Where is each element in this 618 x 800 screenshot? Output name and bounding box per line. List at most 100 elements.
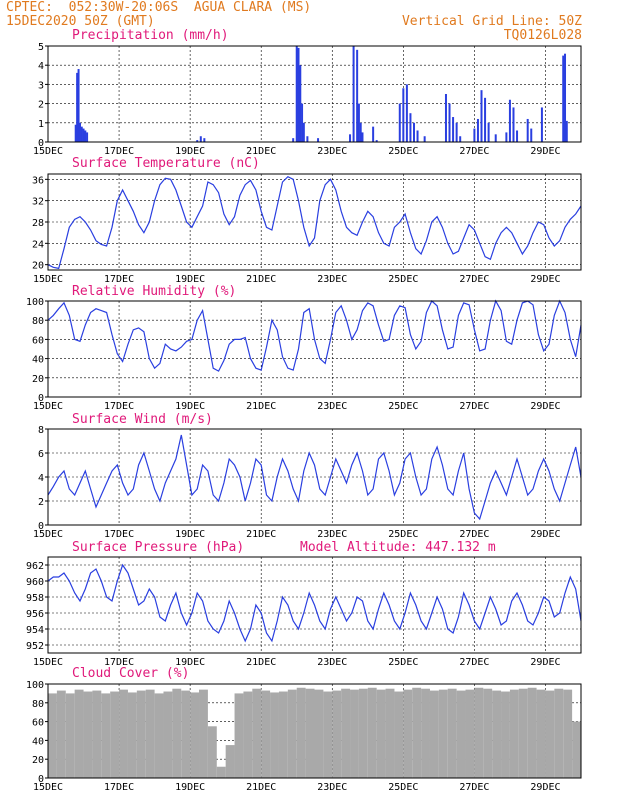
- cloud-bar: [376, 689, 386, 778]
- cloud-bar: [261, 690, 271, 778]
- cloud-bar: [234, 693, 244, 778]
- precip-bar: [352, 46, 355, 142]
- cloud-bar: [287, 689, 297, 778]
- cloud-x-tick-label: 19DEC: [175, 782, 205, 793]
- wind-x-tick-label: 21DEC: [246, 529, 276, 540]
- precip-bar: [199, 136, 202, 142]
- cloud-bar: [216, 766, 226, 778]
- precip-bar: [487, 122, 490, 142]
- cloud-bar: [509, 689, 519, 778]
- wind-x-tick-label: 17DEC: [104, 529, 134, 540]
- cloud-bar: [56, 690, 66, 778]
- wind-x-tick-label: 29DEC: [530, 529, 560, 540]
- precip-bar: [78, 122, 81, 142]
- precip-bar: [480, 90, 483, 142]
- precip-bar: [508, 99, 511, 142]
- cloud-bar: [518, 688, 528, 778]
- wind-y-tick-label: 6: [38, 449, 44, 460]
- temp-x-tick-label: 21DEC: [246, 274, 276, 285]
- precip-y-tick-label: 3: [38, 80, 44, 91]
- cloud-y-tick-label: 80: [32, 699, 44, 710]
- cloud-bar: [48, 693, 57, 778]
- cloud-bar: [83, 691, 93, 778]
- humidity-y-tick-label: 20: [32, 374, 44, 385]
- cloud-bar: [314, 689, 324, 778]
- cloud-bar: [429, 690, 439, 778]
- cloud-bar: [305, 688, 315, 778]
- temp-y-tick-label: 36: [32, 175, 44, 186]
- pressure-x-tick-label: 15DEC: [33, 657, 63, 668]
- pressure-x-tick-label: 21DEC: [246, 657, 276, 668]
- precip-bar: [455, 122, 458, 142]
- humidity-y-tick-label: 80: [32, 316, 44, 327]
- cloud-bar: [154, 693, 164, 778]
- cloud-bar: [483, 688, 493, 778]
- cloud-bar: [341, 688, 351, 778]
- humidity-x-tick-label: 15DEC: [33, 401, 63, 412]
- cloud-bar: [225, 745, 235, 778]
- precip-x-tick-label: 19DEC: [175, 146, 205, 157]
- header-grid-note: Vertical Grid Line: 50Z: [401, 14, 582, 29]
- cloud-bar: [119, 689, 128, 778]
- precip-title: Precipitation (mm/h): [72, 28, 229, 43]
- temp-y-tick-label: 24: [32, 239, 44, 250]
- cloud-bar: [554, 688, 564, 778]
- humidity-x-tick-label: 23DEC: [317, 401, 347, 412]
- precip-bar: [405, 84, 408, 142]
- cloud-x-tick-label: 21DEC: [246, 782, 276, 793]
- pressure-x-tick-label: 23DEC: [317, 657, 347, 668]
- cloud-bar: [74, 689, 84, 778]
- precip-x-tick-label: 25DEC: [388, 146, 418, 157]
- cloud-bar: [563, 689, 573, 778]
- precip-bar: [357, 103, 360, 142]
- wind-series-line: [47, 434, 582, 521]
- precip-bar: [82, 128, 85, 142]
- precip-bar: [86, 132, 89, 142]
- cloud-bar: [190, 692, 200, 778]
- pressure-x-tick-label: 27DEC: [459, 657, 489, 668]
- cloud-bar: [145, 689, 155, 778]
- precip-bar: [412, 122, 415, 142]
- humidity-x-tick-label: 17DEC: [104, 401, 134, 412]
- temp-series-line: [47, 175, 582, 270]
- cloud-bar: [438, 689, 448, 778]
- cloud-bar: [412, 687, 422, 778]
- cloud-x-tick-label: 29DEC: [530, 782, 560, 793]
- cloud-bar: [332, 690, 342, 778]
- cloud-bar: [136, 690, 146, 778]
- cloud-bar: [536, 689, 546, 778]
- precip-bar: [299, 65, 302, 142]
- cloud-bar: [385, 688, 395, 778]
- humidity-x-tick-label: 21DEC: [246, 401, 276, 412]
- humidity-x-tick-label: 27DEC: [459, 401, 489, 412]
- precip-bar: [452, 117, 455, 142]
- pressure-y-tick-label: 962: [26, 561, 44, 572]
- precip-bar: [540, 107, 543, 142]
- precip-bar: [444, 94, 447, 142]
- cloud-bar: [110, 691, 120, 778]
- precip-bar: [196, 140, 199, 142]
- temp-plot-frame: [47, 173, 582, 271]
- cloud-bar: [296, 687, 306, 778]
- pressure-y-tick-label: 952: [26, 641, 44, 652]
- cloud-bar: [92, 690, 102, 778]
- pressure-y-tick-label: 956: [26, 609, 44, 620]
- precip-bar: [476, 118, 479, 142]
- precip-bar: [459, 136, 462, 142]
- precip-bar: [292, 138, 295, 142]
- cloud-bar: [252, 688, 262, 778]
- temp-title: Surface Temperature (nC): [72, 156, 260, 171]
- cloud-bar: [545, 690, 555, 778]
- pressure-x-tick-label: 29DEC: [530, 657, 560, 668]
- cloud-bar: [527, 687, 537, 778]
- precip-x-tick-label: 27DEC: [459, 146, 489, 157]
- pressure-y-tick-label: 954: [26, 625, 44, 636]
- cloud-bar: [270, 692, 279, 778]
- precip-bar: [74, 124, 77, 142]
- humidity-title: Relative Humidity (%): [72, 284, 237, 299]
- precip-bar: [76, 72, 79, 142]
- pressure-x-tick-label: 25DEC: [388, 657, 418, 668]
- temp-x-tick-label: 27DEC: [459, 274, 489, 285]
- cloud-x-tick-label: 25DEC: [388, 782, 418, 793]
- wind-x-tick-label: 15DEC: [33, 529, 63, 540]
